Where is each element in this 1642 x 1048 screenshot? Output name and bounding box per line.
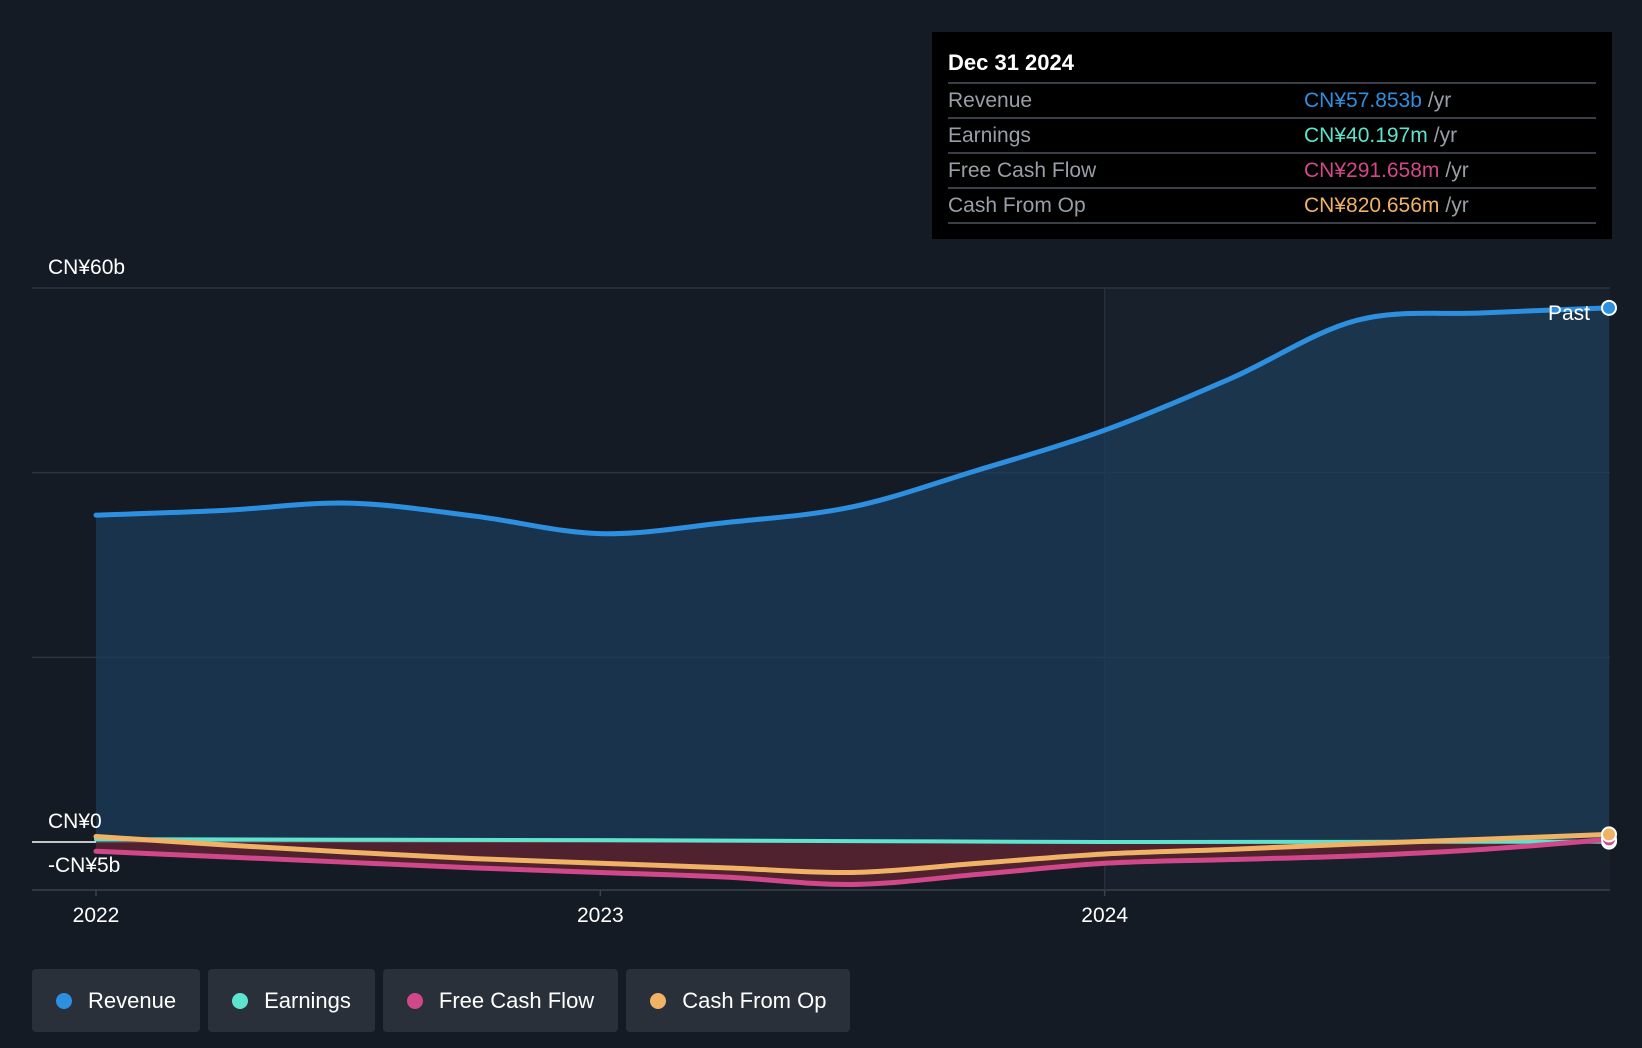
past-label: Past: [1548, 302, 1590, 325]
legend-item-revenue[interactable]: Revenue: [32, 969, 201, 1032]
tooltip-unit: /yr: [1433, 124, 1458, 147]
revenue-line: [93, 305, 1612, 537]
legend-label: Cash From Op: [682, 987, 827, 1013]
legend-item-cash-from-op[interactable]: Cash From Op: [626, 969, 851, 1032]
series-lines: [93, 299, 1617, 887]
legend: Revenue Earnings Free Cash Flow Cash Fro…: [32, 969, 851, 1032]
tooltip-unit: /yr: [1445, 194, 1469, 217]
tooltip-label: Earnings: [948, 124, 1031, 147]
area-fills: [96, 307, 1609, 885]
tooltip-date: Dec 31 2024: [948, 44, 1596, 84]
tooltip-row-revenue: Revenue CN¥57.853b /yr: [948, 84, 1596, 119]
tooltip-value: CN¥291.658m: [1304, 159, 1440, 182]
cash-from-op-line: [93, 831, 1612, 876]
cash-from-op-end-point: [1601, 826, 1617, 843]
tooltip-value: CN¥57.853b: [1304, 89, 1422, 112]
tooltip-unit: /yr: [1445, 159, 1469, 182]
legend-label: Revenue: [88, 987, 177, 1013]
legend-label: Free Cash Flow: [438, 987, 595, 1013]
tooltip-panel: Dec 31 2024 Revenue CN¥57.853b /yr Earni…: [932, 32, 1612, 239]
axis-ticks: CN¥60b CN¥0 -CN¥5b 2022 2023 2024: [48, 256, 1128, 927]
tooltip-label: Revenue: [948, 89, 1033, 112]
free-cash-flow-dot-icon: [406, 992, 423, 1009]
revenue-end-point: [1601, 299, 1617, 316]
free-cash-flow-line: [93, 836, 1612, 887]
tooltip-label: Cash From Op: [948, 194, 1086, 217]
tooltip-label: Free Cash Flow: [948, 159, 1097, 182]
earnings-dot-icon: [232, 992, 249, 1009]
y-tick-label: -CN¥5b: [48, 854, 120, 877]
x-tick-label: 2023: [577, 904, 624, 927]
tooltip-row-free-cash-flow: Free Cash Flow CN¥291.658m /yr: [948, 154, 1596, 189]
tooltip-unit: /yr: [1427, 89, 1452, 112]
legend-item-earnings[interactable]: Earnings: [208, 969, 375, 1032]
tooltip-value: CN¥820.656m: [1304, 194, 1440, 217]
tooltip-row-cash-from-op: Cash From Op CN¥820.656m /yr: [948, 189, 1596, 224]
tooltip-row-earnings: Earnings CN¥40.197m /yr: [948, 119, 1596, 154]
cash-from-op-dot-icon: [650, 992, 667, 1009]
legend-label: Earnings: [264, 987, 351, 1013]
revenue-dot-icon: [56, 992, 72, 1009]
tooltip-value: CN¥40.197m: [1304, 124, 1428, 147]
revenue-area: [96, 307, 1609, 842]
x-tick-label: 2024: [1081, 904, 1128, 927]
y-tick-label: CN¥60b: [48, 256, 125, 279]
x-tick-label: 2022: [73, 904, 120, 927]
y-tick-label: CN¥0: [48, 810, 102, 833]
legend-item-free-cash-flow[interactable]: Free Cash Flow: [382, 969, 619, 1032]
